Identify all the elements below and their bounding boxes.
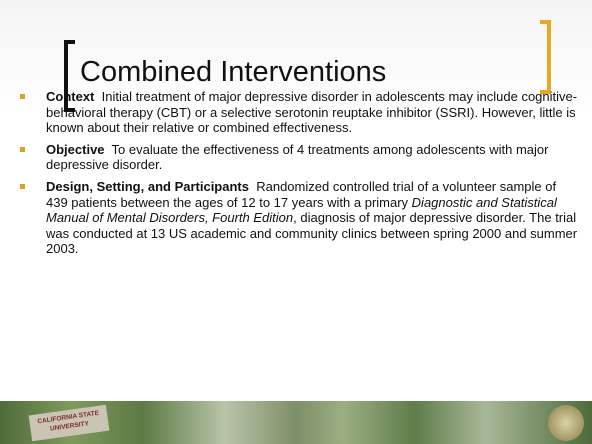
right-bracket <box>540 20 551 94</box>
bullet-text: Initial treatment of major depressive di… <box>46 89 577 135</box>
university-seal <box>548 405 584 441</box>
bullet-item: Design, Setting, and Participants Random… <box>46 179 578 257</box>
bullet-label: Design, Setting, and Participants <box>46 179 249 194</box>
bullet-item: Context Initial treatment of major depre… <box>46 89 578 136</box>
slide-title: Combined Interventions <box>80 56 386 89</box>
bullet-item: Objective To evaluate the effectiveness … <box>46 142 578 173</box>
bullet-label: Objective <box>46 142 105 157</box>
bullet-text: To evaluate the effectiveness of 4 treat… <box>46 142 548 173</box>
bullet-list: Context Initial treatment of major depre… <box>46 89 578 263</box>
slide: Combined Interventions Context Initial t… <box>0 0 592 444</box>
bullet-label: Context <box>46 89 94 104</box>
